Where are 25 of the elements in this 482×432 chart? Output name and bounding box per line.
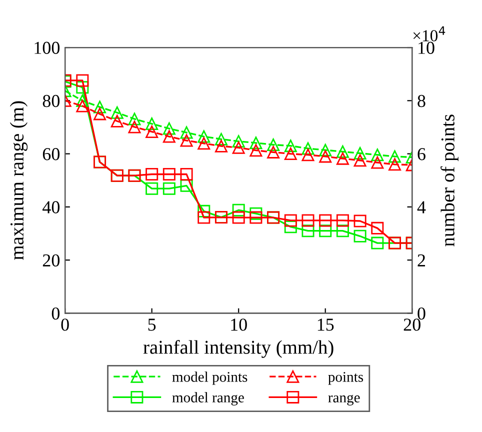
y-tick-label: 80: [42, 94, 60, 108]
y-tick-label: 40: [42, 201, 60, 214]
y-tick-label: 20: [42, 254, 60, 267]
y-tick-label: 60: [42, 148, 60, 160]
y2-tick-label: 8: [418, 94, 426, 108]
legend-label: model points: [172, 372, 248, 385]
y-axis-title: maximum range (m): [10, 101, 28, 260]
y2-axis-title: number of points: [440, 114, 458, 246]
x-tick-label: 5: [148, 318, 156, 331]
y2-tick-label: 0: [418, 307, 426, 320]
y2-tick-label: 6: [418, 148, 426, 160]
y2-tick-label: 10: [418, 42, 434, 54]
y-tick-label: 0: [52, 307, 60, 320]
x-tick-label: 0: [61, 318, 69, 331]
text: ×10$^{4}$: [413, 26, 446, 42]
x-axis-title: rainfall intensity (mm/h): [143, 340, 334, 358]
legend-label: points: [328, 372, 364, 385]
x-tick-label: 15: [318, 318, 334, 331]
y2-tick-label: 2: [418, 254, 426, 266]
legend-label: model range: [172, 392, 244, 406]
x-tick-label: 20: [404, 318, 420, 331]
y2-tick-label: 4: [417, 201, 426, 214]
legend-label: range: [328, 394, 360, 406]
x-tick-label: 10: [231, 318, 247, 331]
y-tick-label: 100: [34, 42, 60, 54]
